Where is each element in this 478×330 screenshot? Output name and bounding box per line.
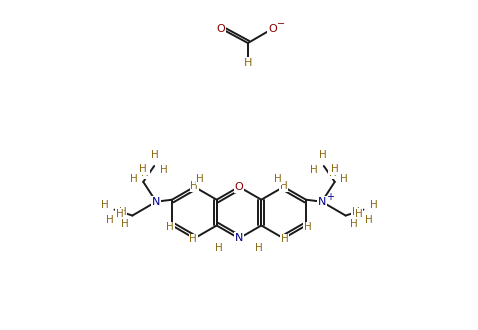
Text: H: H <box>141 168 149 178</box>
Text: H: H <box>116 209 123 218</box>
Text: −: − <box>277 19 285 29</box>
Text: H: H <box>190 181 198 191</box>
Text: H: H <box>119 207 126 216</box>
Text: N: N <box>152 197 160 207</box>
Text: H: H <box>281 234 289 245</box>
Text: H: H <box>215 243 223 253</box>
Text: H: H <box>151 150 159 160</box>
Text: H: H <box>352 207 359 216</box>
Text: H: H <box>329 168 337 178</box>
Text: +: + <box>326 192 334 202</box>
Text: O: O <box>217 24 226 34</box>
Text: O: O <box>235 182 243 192</box>
Text: H: H <box>189 234 197 245</box>
Text: H: H <box>331 164 338 174</box>
Text: H: H <box>130 174 138 184</box>
Text: H: H <box>365 214 372 224</box>
Text: H: H <box>319 150 327 160</box>
Text: H: H <box>166 222 174 232</box>
Text: N: N <box>235 233 243 244</box>
Text: H: H <box>274 174 282 184</box>
Text: H: H <box>106 214 113 224</box>
Text: H: H <box>140 164 147 174</box>
Text: H: H <box>355 209 362 218</box>
Text: H: H <box>304 222 312 232</box>
Text: H: H <box>340 174 348 184</box>
Text: H: H <box>101 200 109 210</box>
Text: N: N <box>318 197 326 207</box>
Text: H: H <box>160 165 168 175</box>
Text: H: H <box>120 219 128 229</box>
Text: O: O <box>268 24 277 34</box>
Text: H: H <box>196 174 204 184</box>
Text: H: H <box>255 243 263 253</box>
Text: H: H <box>280 181 288 191</box>
Text: H: H <box>369 200 377 210</box>
Text: H: H <box>244 58 252 68</box>
Text: H: H <box>350 219 358 229</box>
Text: H: H <box>310 165 318 175</box>
